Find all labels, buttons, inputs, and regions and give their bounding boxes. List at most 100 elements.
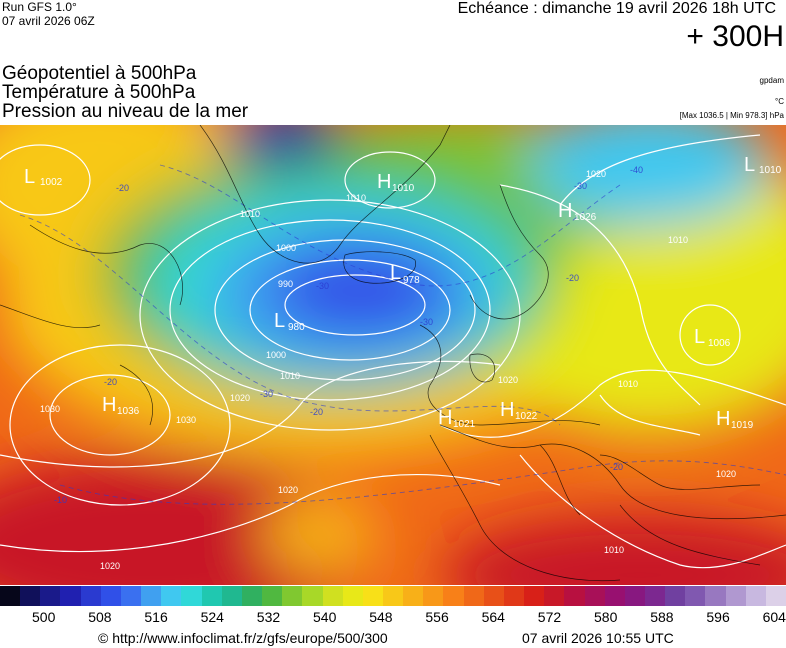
scale-swatch bbox=[181, 586, 202, 606]
pressure-center: L 1002 bbox=[24, 166, 63, 188]
scale-swatch bbox=[463, 586, 484, 606]
svg-text:1026: 1026 bbox=[574, 212, 597, 223]
isobar-label: 1000 bbox=[276, 243, 296, 253]
scale-swatch bbox=[221, 586, 242, 606]
isobar-label: 1020 bbox=[230, 393, 250, 403]
isotherm-label: -20 bbox=[566, 273, 579, 283]
svg-text:1010: 1010 bbox=[759, 165, 782, 176]
svg-text:978: 978 bbox=[403, 275, 420, 286]
scale-swatch bbox=[725, 586, 746, 606]
pressure-center: H 1026 bbox=[558, 200, 597, 223]
isotherm-label: -20 bbox=[610, 462, 623, 472]
generation-timestamp: 07 avril 2026 10:55 UTC bbox=[522, 630, 674, 646]
title-pressure: Pression au niveau de la mer bbox=[2, 101, 249, 122]
scale-label: 516 bbox=[144, 609, 168, 625]
scale-swatch bbox=[584, 586, 605, 606]
svg-text:H: H bbox=[558, 200, 572, 222]
svg-text:L: L bbox=[744, 154, 755, 176]
isotherm-label: -40 bbox=[630, 165, 643, 175]
scale-swatch bbox=[705, 586, 726, 606]
scale-swatch bbox=[40, 586, 61, 606]
isobar-label: 1020 bbox=[100, 561, 120, 571]
scale-swatch bbox=[382, 586, 404, 606]
isotherms bbox=[19, 164, 786, 505]
isotherm-label: -30 bbox=[316, 281, 329, 291]
isobar-label: 1010 bbox=[668, 235, 688, 245]
unit-pressure-range: [Max 1036.5 | Min 978.3] hPa bbox=[679, 111, 784, 120]
svg-text:H: H bbox=[438, 407, 452, 429]
svg-text:H: H bbox=[102, 394, 116, 416]
coastlines bbox=[0, 125, 786, 582]
isotherm-label: -10 bbox=[54, 495, 67, 505]
scale-swatch bbox=[161, 586, 182, 606]
svg-text:1002: 1002 bbox=[40, 177, 63, 188]
title-temperature: Température à 500hPa bbox=[2, 82, 196, 103]
map-titles: Géopotentiel à 500hPa Température à 500h… bbox=[2, 64, 248, 121]
scale-swatch bbox=[20, 586, 41, 606]
scale-label: 572 bbox=[537, 609, 562, 625]
scale-swatch bbox=[120, 586, 142, 606]
title-geopotential: Géopotentiel à 500hPa bbox=[2, 63, 197, 84]
color-scale-bar bbox=[0, 586, 786, 606]
scale-swatch bbox=[241, 586, 263, 606]
isotherm-label: -30 bbox=[260, 389, 273, 399]
scale-swatch bbox=[342, 586, 363, 606]
isotherm-label: -20 bbox=[310, 407, 323, 417]
source-url: © http://www.infoclimat.fr/z/gfs/europe/… bbox=[98, 630, 388, 646]
svg-text:980: 980 bbox=[288, 322, 305, 333]
isobar-label: 1000 bbox=[266, 350, 286, 360]
scale-label: 508 bbox=[88, 609, 112, 625]
scale-swatch bbox=[665, 586, 686, 606]
pressure-center: L 980 bbox=[274, 310, 305, 333]
scale-swatch bbox=[443, 586, 464, 606]
scale-label: 596 bbox=[706, 609, 730, 625]
pressure-center: H 1019 bbox=[716, 408, 754, 431]
run-date: 07 avril 2026 06Z bbox=[2, 14, 95, 28]
scale-swatch bbox=[503, 586, 525, 606]
isotherm-label: -30 bbox=[574, 181, 587, 191]
scale-label: 548 bbox=[369, 609, 393, 625]
unit-temperature: °C bbox=[775, 97, 784, 106]
forecast-lead-time: + 300H bbox=[686, 20, 784, 53]
scale-label: 564 bbox=[481, 609, 505, 625]
scale-swatch bbox=[524, 586, 545, 606]
pressure-centers: L 1002 H 1010 L 1010 H 1026 L 978 L 980 L 1006 … bbox=[24, 154, 782, 431]
run-model: Run GFS 1.0° bbox=[2, 0, 77, 14]
scale-swatch bbox=[362, 586, 383, 606]
isobar-label: 1020 bbox=[716, 469, 736, 479]
svg-text:1019: 1019 bbox=[731, 420, 754, 431]
scale-swatch bbox=[403, 586, 424, 606]
scale-swatch bbox=[423, 586, 444, 606]
isobar-label: 1020 bbox=[498, 375, 518, 385]
svg-text:L: L bbox=[274, 310, 285, 332]
scale-label: 556 bbox=[425, 609, 449, 625]
forecast-valid-time: Echéance : dimanche 19 avril 2026 18h UT… bbox=[457, 0, 776, 17]
svg-text:L: L bbox=[24, 166, 35, 188]
scale-swatch bbox=[685, 586, 706, 606]
scale-label: 540 bbox=[313, 609, 337, 625]
pressure-center: H 1036 bbox=[102, 394, 140, 417]
scale-label: 500 bbox=[32, 609, 56, 625]
isobar-label: 1020 bbox=[586, 169, 606, 179]
pressure-center: H 1022 bbox=[500, 399, 538, 422]
scale-swatch bbox=[80, 586, 101, 606]
run-info: Run GFS 1.0° 07 avril 2026 06Z bbox=[2, 0, 95, 28]
isobar-label: 1010 bbox=[240, 209, 260, 219]
svg-text:1036: 1036 bbox=[117, 406, 140, 417]
color-scale-labels: 500 508 516 524 532 540 548 556 564 572 580 588 596 6… bbox=[0, 609, 786, 629]
scale-swatch bbox=[624, 586, 645, 606]
weather-map: L 1002 H 1010 L 1010 H 1026 L 978 L 980 L 1006 … bbox=[0, 125, 786, 585]
scale-label: 588 bbox=[650, 609, 674, 625]
scale-label: 532 bbox=[256, 609, 281, 625]
scale-swatch bbox=[262, 586, 283, 606]
scale-swatch bbox=[302, 586, 323, 606]
pressure-center: L 978 bbox=[390, 262, 420, 286]
scale-label: 580 bbox=[594, 609, 618, 625]
svg-text:1006: 1006 bbox=[708, 338, 731, 349]
svg-text:1010: 1010 bbox=[392, 183, 415, 194]
svg-text:1021: 1021 bbox=[453, 419, 476, 430]
scale-swatch bbox=[282, 586, 303, 606]
isobar-label: 1030 bbox=[176, 415, 196, 425]
scale-swatch bbox=[201, 586, 222, 606]
svg-text:H: H bbox=[377, 171, 391, 193]
